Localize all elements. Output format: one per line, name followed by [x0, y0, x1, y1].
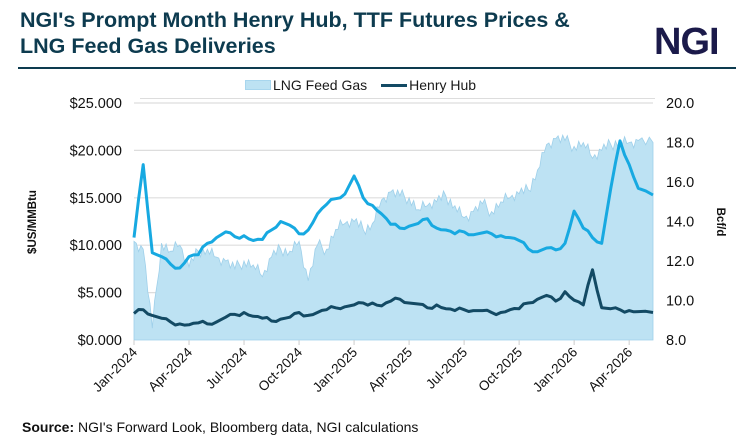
- x-tick-label: Apr-2025: [365, 345, 415, 395]
- y-tick-label-right: 8.0: [666, 333, 686, 349]
- y-tick-label-right: 10.0: [666, 294, 694, 310]
- ttf-line: [132, 139, 654, 270]
- source-label: Source:: [22, 419, 75, 435]
- y-tick-label-left: $20.000: [70, 143, 122, 159]
- legend-divider: [140, 74, 655, 99]
- y-tick-label-left: $15.000: [70, 191, 122, 207]
- price-lines: [132, 139, 654, 327]
- x-tick-label: Jul-2025: [423, 345, 470, 392]
- x-tick-label: Oct-2025: [475, 345, 525, 395]
- chart-title: NGI's Prompt Month Henry Hub, TTF Future…: [20, 7, 610, 59]
- chart-title-line-2: LNG Feed Gas Deliveries: [20, 34, 276, 58]
- y-tick-label-left: $25.000: [70, 96, 122, 112]
- y-tick-label-right: 14.0: [666, 215, 694, 231]
- y-tick-label-left: $0.000: [78, 333, 122, 349]
- x-tick-label: Apr-2026: [585, 345, 635, 395]
- y-axis-left-label: $US/MMBtu: [27, 190, 39, 254]
- y-tick-label-right: 12.0: [666, 254, 694, 270]
- y-tick-label-left: $5.000: [78, 286, 122, 302]
- legend-swatch-henry-hub: [381, 83, 408, 87]
- x-tick-label: Oct-2024: [255, 344, 305, 394]
- source-note: Source: NGI's Forward Look, Bloomberg da…: [22, 419, 418, 435]
- legend-label-lng-feed-gas: LNG Feed Gas: [273, 77, 368, 93]
- chart-legend: LNG Feed Gas Henry Hub: [245, 77, 476, 93]
- x-tick-label: Jan-2024: [90, 344, 141, 395]
- title-divider: [18, 67, 736, 69]
- legend-label-henry-hub: Henry Hub: [409, 77, 477, 93]
- lng-feed-gas-area-path: [133, 134, 654, 341]
- legend-swatch-lng-feed-gas: [245, 80, 271, 90]
- y-tick-label-right: 20.0: [666, 96, 694, 112]
- chart-title-line-1: NGI's Prompt Month Henry Hub, TTF Future…: [20, 8, 570, 32]
- lng-feed-gas-area: [133, 134, 654, 341]
- source-text: NGI's Forward Look, Bloomberg data, NGI …: [74, 419, 419, 435]
- x-tick-label: Jul-2024: [203, 344, 251, 392]
- henry-hub-line: [133, 268, 654, 327]
- ngi-logo: NGI: [654, 21, 720, 63]
- x-tick-label: Jan-2025: [310, 345, 360, 395]
- x-tick-label: Apr-2024: [145, 344, 195, 394]
- y-tick-label-right: 18.0: [666, 136, 694, 152]
- y-axis-right-label: Bcf/d: [714, 208, 726, 237]
- y-tick-label-left: $10.000: [70, 238, 122, 254]
- x-tick-label: Jan-2026: [530, 345, 580, 395]
- y-tick-label-right: 16.0: [666, 175, 694, 191]
